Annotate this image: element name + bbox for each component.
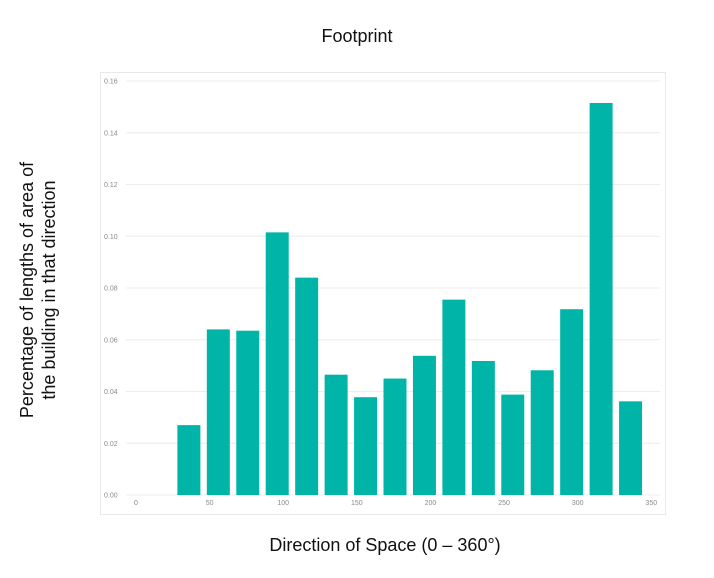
bar — [471, 360, 495, 495]
bar — [560, 309, 584, 495]
x-tick-label: 250 — [498, 500, 510, 507]
bar — [589, 102, 613, 496]
chart-title: Footprint — [321, 26, 393, 46]
y-tick-label: 0.12 — [104, 182, 118, 189]
bar — [354, 397, 378, 495]
bar — [619, 401, 643, 495]
y-tick-label: 0.16 — [104, 79, 118, 86]
bar — [236, 330, 260, 495]
bar — [265, 232, 289, 495]
y-tick-label: 0.00 — [104, 493, 118, 500]
bar — [177, 425, 201, 495]
x-tick-label: 150 — [351, 500, 363, 507]
x-tick-label: 100 — [277, 500, 289, 507]
bar — [501, 394, 525, 495]
x-tick-label: 350 — [645, 500, 657, 507]
x-tick-label: 50 — [206, 500, 214, 507]
x-tick-label: 0 — [134, 500, 138, 507]
bar — [295, 277, 319, 495]
bar — [442, 299, 466, 495]
bar — [206, 329, 230, 495]
y-tick-label: 0.04 — [104, 389, 118, 396]
x-tick-label: 300 — [572, 500, 584, 507]
bar — [383, 378, 407, 495]
y-tick-label: 0.08 — [104, 286, 118, 293]
bar — [530, 370, 554, 495]
bar — [412, 355, 436, 495]
y-tick-label: 0.10 — [104, 234, 118, 241]
x-tick-label: 200 — [425, 500, 437, 507]
bar — [324, 374, 348, 495]
plot-frame — [100, 72, 666, 515]
y-tick-label: 0.14 — [104, 130, 118, 137]
y-tick-label: 0.02 — [104, 441, 118, 448]
y-tick-label: 0.06 — [104, 337, 118, 344]
x-axis-title: Direction of Space (0 – 360°) — [269, 535, 501, 555]
